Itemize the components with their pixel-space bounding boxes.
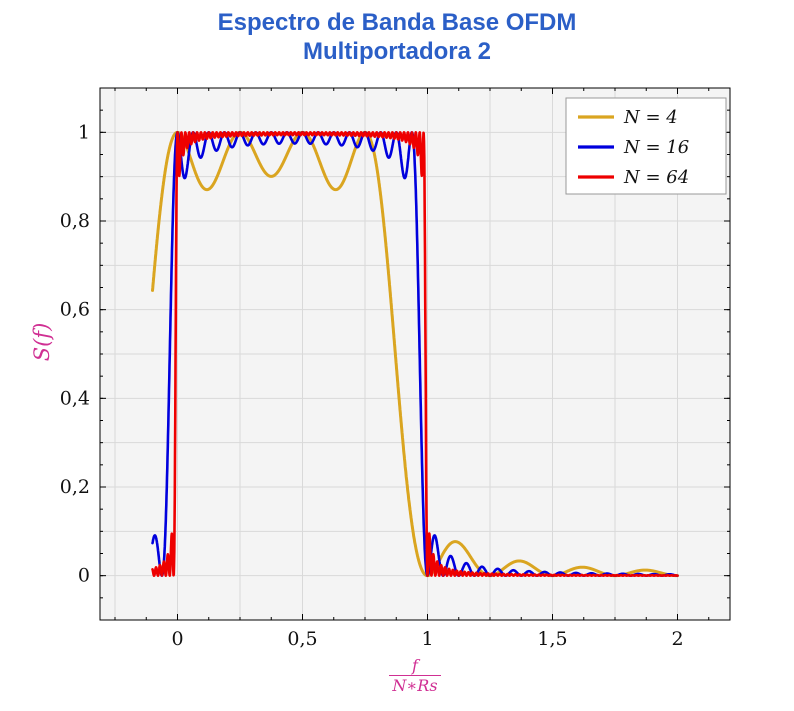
x-tick-label: 0 [171,628,183,650]
chart-title-line2: Multiportadora 2 [302,38,491,65]
y-tick-label: 1 [78,121,90,143]
x-tick-label: 1 [421,628,433,650]
y-tick-label: 0,4 [60,387,90,409]
x-axis-label-numerator: f [412,656,418,675]
legend-label: N = 4 [623,107,678,128]
y-tick-label: 0,8 [60,210,90,232]
chart-title: Espectro de Banda Base OFDM Multiportado… [0,8,794,66]
x-axis-label-denominator: N∗Rs [389,675,441,695]
curve-n-64 [151,131,679,577]
legend-label: N = 16 [623,137,689,158]
y-tick-label: 0,6 [60,299,90,321]
x-tick-label: 0,5 [287,628,317,650]
curves-group [151,130,679,578]
y-tick-label: 0,2 [60,476,90,498]
x-axis-label: f N∗Rs [365,656,465,695]
y-axis-label: S(f) [30,322,54,362]
legend-label: N = 64 [623,167,689,188]
x-tick-label: 1,5 [537,628,567,650]
x-tick-label: 2 [671,628,683,650]
y-tick-label: 0 [78,565,90,587]
chart-title-line1: Espectro de Banda Base OFDM [217,9,577,36]
